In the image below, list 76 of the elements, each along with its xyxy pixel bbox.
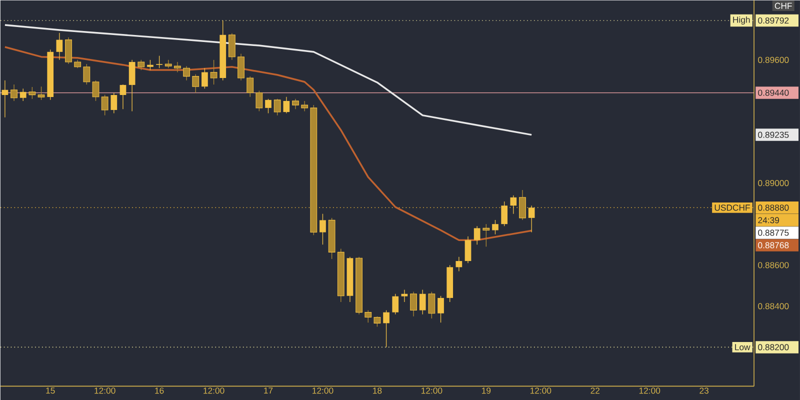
candlestick: [438, 295, 444, 323]
candlestick: [20, 88, 26, 102]
candlestick: [156, 55, 162, 68]
candlestick: [428, 291, 436, 319]
y-tick-label: 0.89792: [758, 17, 789, 24]
x-tick-label: 12:00: [530, 387, 552, 394]
x-tick-label: 18: [373, 387, 382, 394]
candlestick: [265, 98, 272, 114]
candlestick: [292, 98, 299, 110]
x-tick-label: 23: [700, 387, 709, 394]
candlestick: [456, 256, 462, 272]
y-tick-label: 0.88200: [758, 344, 789, 350]
x-tick-label: 12:00: [312, 387, 334, 394]
ref-line-label: USDCHF: [714, 204, 750, 211]
x-tick-label: 12:00: [94, 387, 116, 394]
candlestick: [256, 90, 263, 112]
text: 0.88768: [758, 242, 789, 248]
candlestick: [138, 59, 145, 70]
candlestick: [374, 316, 381, 327]
candlestick: [65, 36, 72, 64]
text: CHF: [774, 2, 792, 9]
candlestick: [401, 289, 408, 302]
candlestick: [83, 64, 90, 85]
candlestick: [492, 220, 498, 235]
candlestick: [147, 59, 154, 70]
ref-line-label: High: [733, 16, 750, 24]
x-tick-label: 15: [46, 387, 55, 394]
ref-line-label: Low: [735, 344, 750, 350]
candlestick: [392, 293, 399, 315]
y-tick-label: 0.88400: [758, 303, 789, 310]
candlestick: [283, 96, 290, 114]
x-tick-label: 17: [264, 387, 273, 394]
x-tick-label: 12:00: [422, 387, 442, 394]
x-tick-label: 12:00: [639, 387, 660, 394]
candlestick: [92, 80, 100, 102]
candlestick: [2, 80, 8, 118]
candlestick: [274, 98, 281, 116]
x-tick-label: 22: [590, 387, 600, 394]
candlestick: [410, 291, 417, 317]
candlestick: [183, 66, 190, 81]
candlestick: [101, 94, 108, 116]
line-series: [4, 24, 532, 136]
candlestick: [10, 84, 18, 102]
candlestick: [364, 310, 372, 323]
candlestick: [210, 59, 218, 85]
text: 0.88775: [758, 230, 789, 236]
y-tick-label: 0.88880: [758, 204, 789, 211]
x-tick-label: 19: [482, 387, 491, 394]
candlestick: [228, 32, 236, 60]
y-tick-label: 0.89440: [758, 90, 789, 96]
candlestick: [246, 76, 254, 98]
candlestick: [238, 53, 244, 81]
candlestick: [320, 213, 326, 245]
candlestick: [464, 236, 472, 264]
candlestick: [120, 84, 126, 110]
x-tick-label: 12:00: [204, 387, 224, 394]
candlestick: [128, 59, 136, 112]
candlestick: [38, 86, 45, 100]
line-series: [4, 46, 532, 241]
y-tick-label: 0.89600: [758, 56, 789, 63]
candlestick: [56, 32, 63, 60]
candlestick: [192, 74, 200, 93]
candlestick: [482, 224, 490, 247]
candlestick: [383, 310, 390, 348]
candlestick: [301, 100, 308, 112]
x-tick-label: 16: [155, 387, 164, 394]
y-tick-label: 0.89000: [758, 180, 789, 186]
text: 24:39: [758, 217, 780, 224]
y-tick-label: 0.88600: [758, 262, 789, 268]
candlestick: [110, 92, 118, 114]
candlestick: [474, 226, 480, 245]
candlestick: [202, 68, 208, 89]
candlestick: [174, 62, 181, 72]
candlestick: [28, 86, 36, 100]
candlestick: [419, 289, 426, 315]
y-tick-label: 0.89235: [758, 132, 789, 138]
